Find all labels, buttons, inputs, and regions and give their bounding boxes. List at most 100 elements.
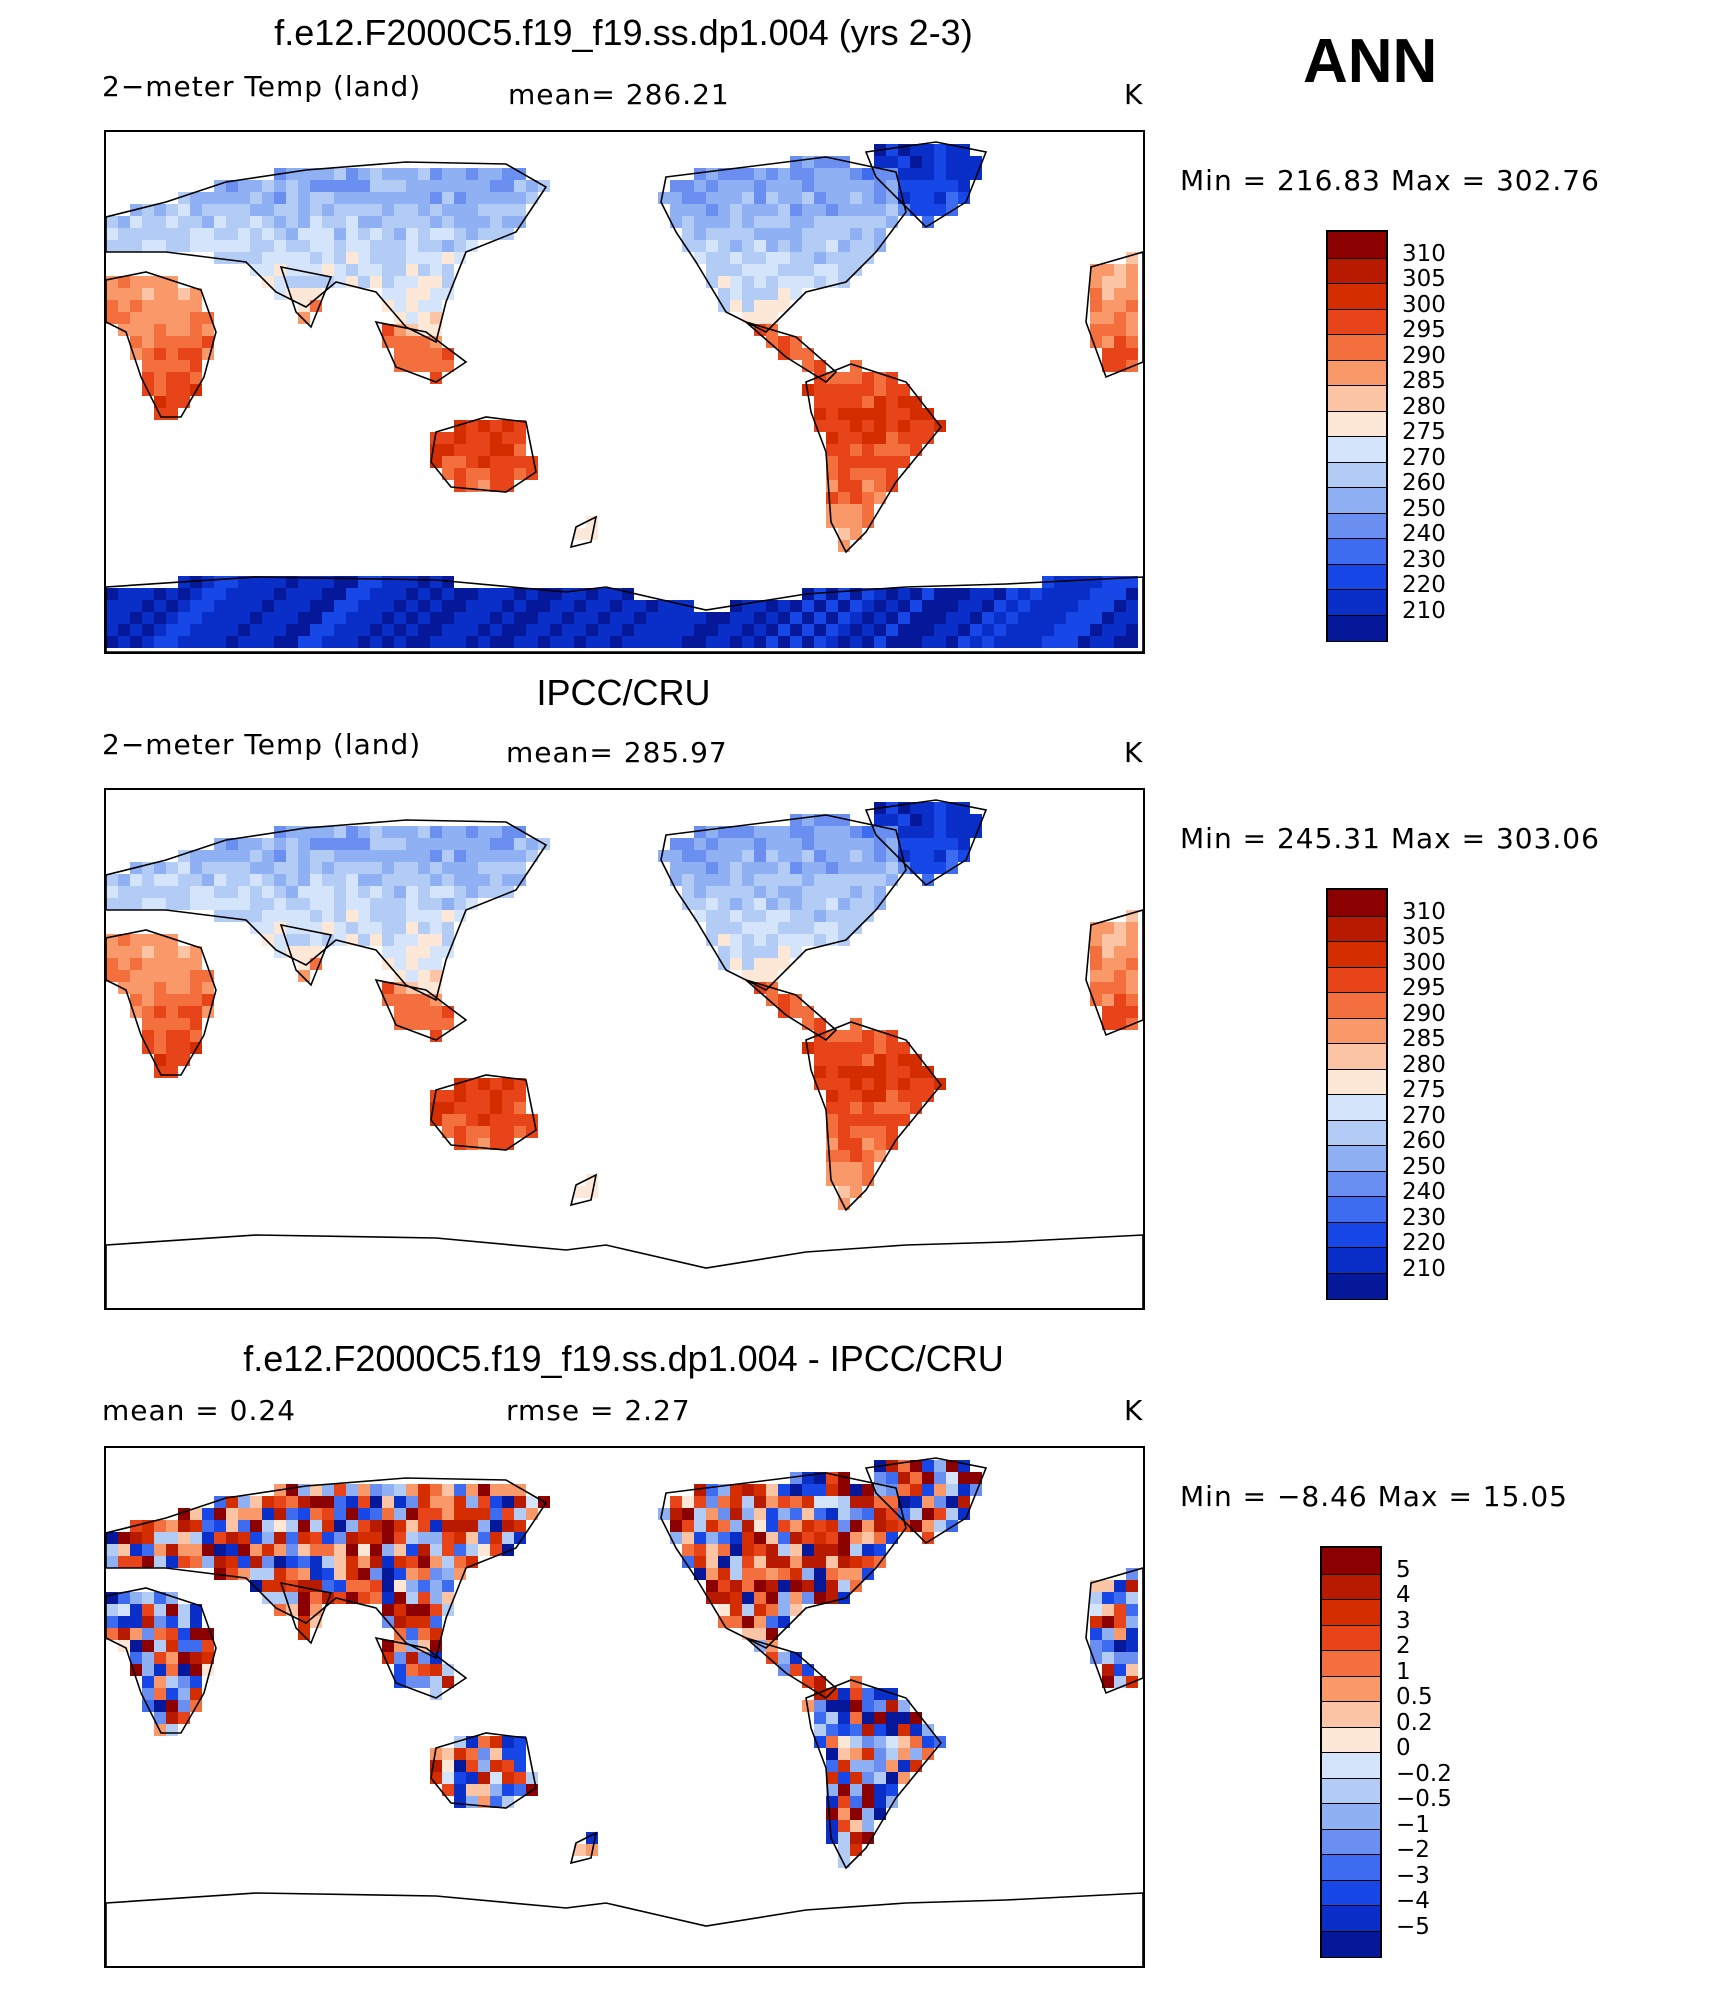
map-cell <box>718 1544 730 1556</box>
map-cell <box>862 826 874 838</box>
map-cell <box>790 814 802 826</box>
map-cell <box>346 1580 358 1592</box>
map-cell <box>274 1568 286 1580</box>
map-cell <box>850 468 862 480</box>
map-cell <box>814 252 826 264</box>
map-cell <box>670 192 682 204</box>
map-cell <box>154 1664 166 1676</box>
map-cell <box>322 898 334 910</box>
map-cell <box>778 1580 790 1592</box>
map-cell <box>958 1472 970 1484</box>
map-cell <box>298 1556 310 1568</box>
map-cell <box>178 958 190 970</box>
map-cell <box>730 228 742 240</box>
map-cell <box>874 192 886 204</box>
map-cell <box>802 1592 814 1604</box>
map-cell <box>250 1508 262 1520</box>
map-cell <box>334 588 346 600</box>
map-cell <box>850 612 862 624</box>
map-cell <box>322 886 334 898</box>
map-cell <box>1114 264 1126 276</box>
map-cell <box>550 588 562 600</box>
map-cell <box>898 600 910 612</box>
map-cell <box>790 240 802 252</box>
map-cell <box>994 636 1006 648</box>
map-cell <box>382 276 394 288</box>
map-cell <box>934 612 946 624</box>
coastline-india <box>279 265 333 329</box>
map-cell <box>478 1102 490 1114</box>
map-cell <box>802 1556 814 1568</box>
map-cell <box>1090 636 1102 648</box>
map-cell <box>1114 600 1126 612</box>
map-cell <box>1018 624 1030 636</box>
map-cell <box>502 1102 514 1114</box>
map-cell <box>478 1520 490 1532</box>
map-cell <box>250 636 262 648</box>
map-cell <box>838 1700 850 1712</box>
map-cell <box>754 1520 766 1532</box>
map-cell <box>214 216 226 228</box>
map-cell <box>454 1114 466 1126</box>
map-cell <box>838 850 850 862</box>
map-cell <box>766 994 778 1006</box>
map-cell <box>670 612 682 624</box>
map-cell <box>874 1508 886 1520</box>
map-cell <box>130 874 142 886</box>
map-cell <box>334 600 346 612</box>
map-cell <box>766 1484 778 1496</box>
map-cell <box>130 612 142 624</box>
map-cell <box>238 1496 250 1508</box>
map-cell <box>1090 934 1102 946</box>
map-cell <box>850 228 862 240</box>
map-cell <box>838 456 850 468</box>
map-cell <box>394 910 406 922</box>
panel-1-units: K <box>1124 78 1144 111</box>
colorbar-swatch <box>1328 512 1386 539</box>
map-cell <box>454 600 466 612</box>
map-cell <box>370 862 382 874</box>
map-cell <box>394 1616 406 1628</box>
map-cell <box>1078 612 1090 624</box>
map-cell <box>778 168 790 180</box>
map-cell <box>802 1544 814 1556</box>
map-cell <box>946 814 958 826</box>
map-cell <box>706 838 718 850</box>
map-cell <box>406 624 418 636</box>
map-cell <box>718 240 730 252</box>
map-cell <box>922 192 934 204</box>
map-cell <box>418 850 430 862</box>
map-cell <box>790 600 802 612</box>
map-cell <box>454 228 466 240</box>
map-cell <box>250 624 262 636</box>
map-cell <box>502 1784 514 1796</box>
map-cell <box>382 180 394 192</box>
map-cell <box>910 1054 922 1066</box>
map-cell <box>886 588 898 600</box>
map-cell <box>838 372 850 384</box>
map-cell <box>130 1640 142 1652</box>
map-cell <box>826 180 838 192</box>
map-cell <box>850 1066 862 1078</box>
map-cell <box>730 300 742 312</box>
map-cell <box>106 1556 118 1568</box>
panel-3-minmax: Min = −8.46 Max = 15.05 <box>1180 1480 1568 1513</box>
map-cell <box>214 862 226 874</box>
map-cell <box>826 624 838 636</box>
map-cell <box>1102 1604 1114 1616</box>
map-cell <box>106 1616 118 1628</box>
map-cell <box>874 1054 886 1066</box>
map-cell <box>778 1604 790 1616</box>
map-cell <box>958 168 970 180</box>
map-cell <box>706 922 718 934</box>
map-cell <box>250 910 262 922</box>
map-cell <box>778 336 790 348</box>
map-cell <box>382 910 394 922</box>
map-cell <box>418 300 430 312</box>
map-cell <box>190 886 202 898</box>
map-cell <box>982 624 994 636</box>
map-cell <box>166 600 178 612</box>
map-cell <box>910 1508 922 1520</box>
map-cell <box>358 168 370 180</box>
map-cell <box>1114 1652 1126 1664</box>
